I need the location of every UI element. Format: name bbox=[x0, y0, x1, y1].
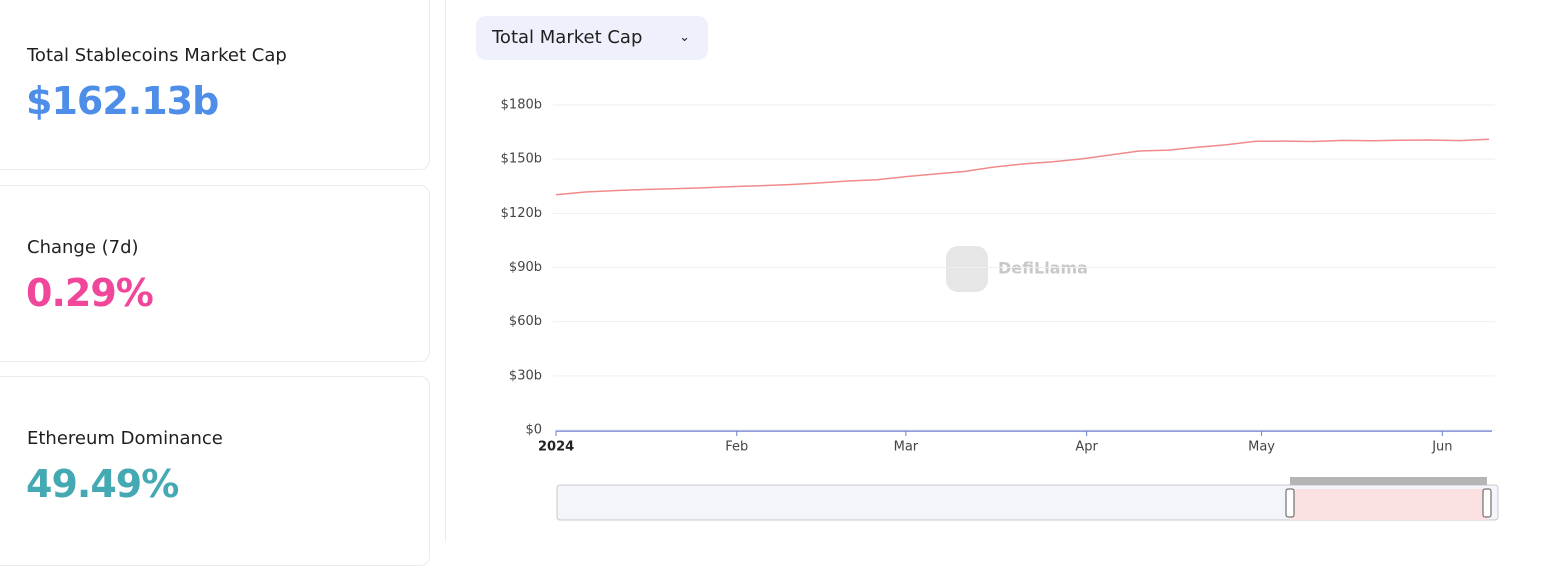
stat-value: 0.29% bbox=[26, 271, 154, 315]
zoom-selection bbox=[1290, 489, 1487, 520]
x-tick-label: Jun bbox=[1431, 440, 1452, 455]
watermark-logo bbox=[946, 246, 988, 292]
series-line bbox=[555, 138, 1490, 196]
x-tick-label: Apr bbox=[1075, 440, 1098, 455]
x-tick-label: May bbox=[1248, 440, 1275, 455]
dropdown-label: Total Market Cap bbox=[492, 27, 643, 48]
x-tick-label: Mar bbox=[894, 440, 919, 455]
stat-card: Change (7d) 0.29% bbox=[0, 185, 430, 362]
stat-label: Total Stablecoins Market Cap bbox=[27, 45, 287, 66]
y-tick-label: $0 bbox=[525, 423, 542, 438]
stat-card: Total Stablecoins Market Cap $162.13b bbox=[0, 0, 430, 170]
page: Total Stablecoins Market Cap $162.13b Ch… bbox=[0, 0, 1499, 566]
stat-value: $162.13b bbox=[26, 79, 219, 123]
zoom-handle[interactable] bbox=[1482, 488, 1492, 518]
zoom-bar[interactable] bbox=[1290, 477, 1487, 485]
y-tick-label: $180b bbox=[501, 98, 542, 113]
stat-value: 49.49% bbox=[26, 462, 179, 506]
y-tick-label: $120b bbox=[501, 206, 542, 221]
x-tick-label: 2024 bbox=[538, 440, 574, 455]
zoom-handle[interactable] bbox=[1285, 488, 1295, 518]
stat-card: Ethereum Dominance 49.49% bbox=[0, 376, 430, 566]
x-tick-label: Feb bbox=[725, 440, 748, 455]
y-tick-label: $30b bbox=[509, 368, 542, 383]
metric-dropdown[interactable]: Total Market Cap ⌄ bbox=[476, 16, 708, 60]
chevron: ⌄ bbox=[679, 30, 690, 45]
divider bbox=[445, 0, 446, 542]
zoom-slider[interactable] bbox=[556, 484, 1499, 521]
y-tick-label: $60b bbox=[509, 314, 542, 329]
stat-label: Ethereum Dominance bbox=[27, 428, 223, 449]
stat-label: Change (7d) bbox=[27, 237, 139, 258]
y-tick-label: $150b bbox=[501, 152, 542, 167]
y-tick-label: $90b bbox=[509, 260, 542, 275]
chart: DefiLlama $0$30b$60b$90b$120b$150b$180b2… bbox=[501, 98, 1499, 521]
